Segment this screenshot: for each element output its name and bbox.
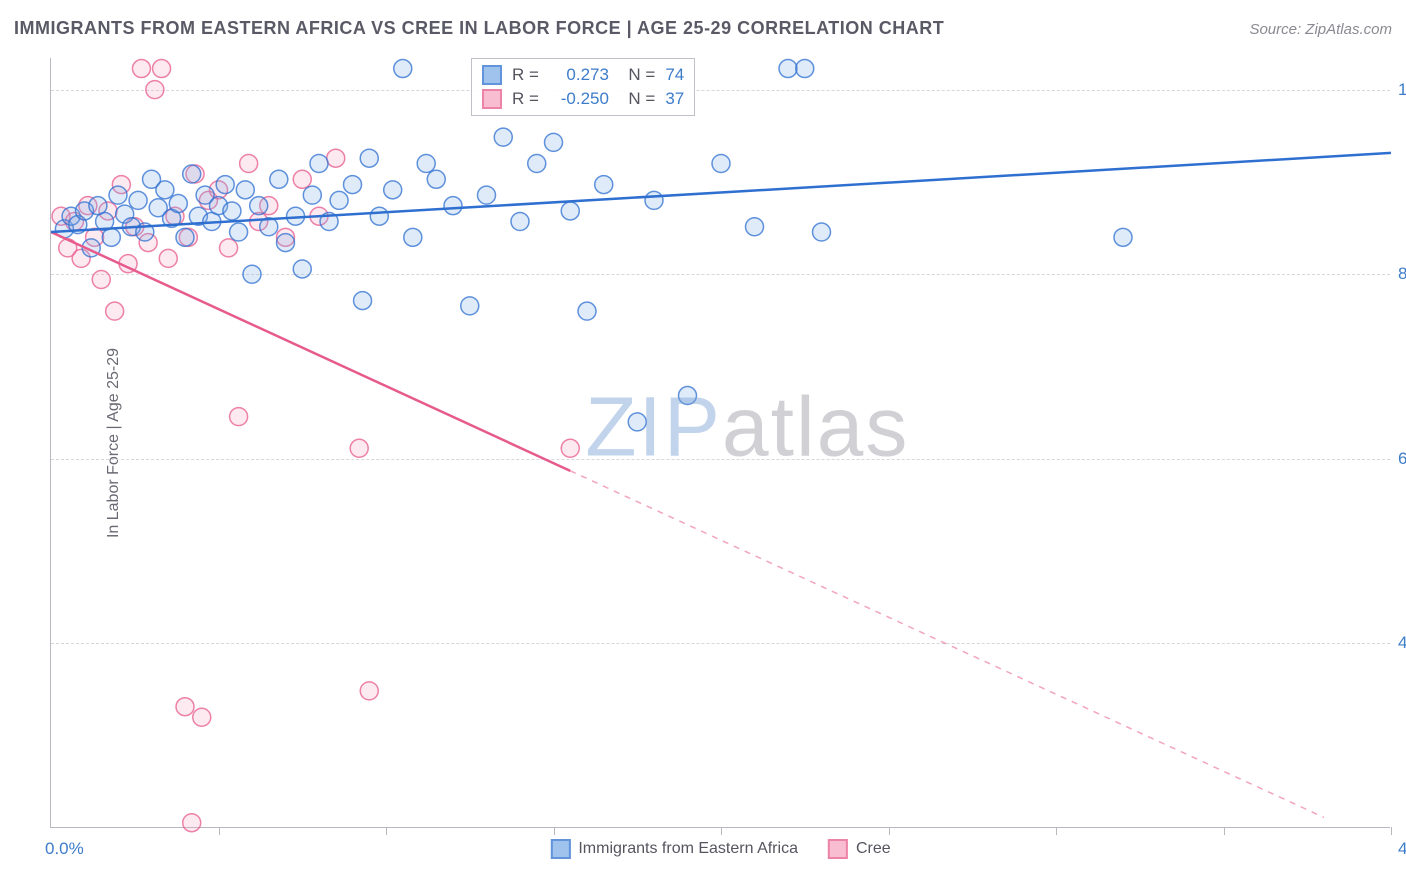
stats-row-cree: R = -0.250 N = 37: [482, 87, 684, 111]
legend-swatch-imm: [550, 839, 570, 859]
r-label: R =: [512, 65, 539, 85]
stats-legend-box: R = 0.273 N = 74 R = -0.250 N = 37: [471, 58, 695, 116]
x-max-label: 40.0%: [1398, 839, 1406, 859]
legend-item-cree: Cree: [828, 839, 891, 859]
r-value-cree: -0.250: [549, 89, 609, 109]
legend-label-imm: Immigrants from Eastern Africa: [578, 840, 798, 858]
scatter-plot-svg: [51, 58, 1390, 827]
n-label: N =: [619, 65, 655, 85]
title-bar: IMMIGRANTS FROM EASTERN AFRICA VS CREE I…: [14, 18, 1392, 39]
y-tick-label: 65.0%: [1398, 449, 1406, 469]
y-tick-label: 100.0%: [1398, 80, 1406, 100]
swatch-cree: [482, 89, 502, 109]
legend-item-imm: Immigrants from Eastern Africa: [550, 839, 798, 859]
n-value-imm: 74: [665, 65, 684, 85]
stats-row-imm: R = 0.273 N = 74: [482, 63, 684, 87]
y-tick-label: 47.5%: [1398, 633, 1406, 653]
r-label: R =: [512, 89, 539, 109]
legend-label-cree: Cree: [856, 840, 891, 858]
legend-bottom: Immigrants from Eastern Africa Cree: [550, 839, 890, 859]
plot-area: In Labor Force | Age 25-29 47.5%65.0%82.…: [50, 58, 1390, 828]
n-value-cree: 37: [665, 89, 684, 109]
swatch-imm: [482, 65, 502, 85]
x-min-label: 0.0%: [45, 839, 84, 859]
y-tick-label: 82.5%: [1398, 264, 1406, 284]
source-attribution: Source: ZipAtlas.com: [1249, 21, 1392, 38]
legend-swatch-cree: [828, 839, 848, 859]
n-label: N =: [619, 89, 655, 109]
r-value-imm: 0.273: [549, 65, 609, 85]
chart-title: IMMIGRANTS FROM EASTERN AFRICA VS CREE I…: [14, 18, 944, 39]
